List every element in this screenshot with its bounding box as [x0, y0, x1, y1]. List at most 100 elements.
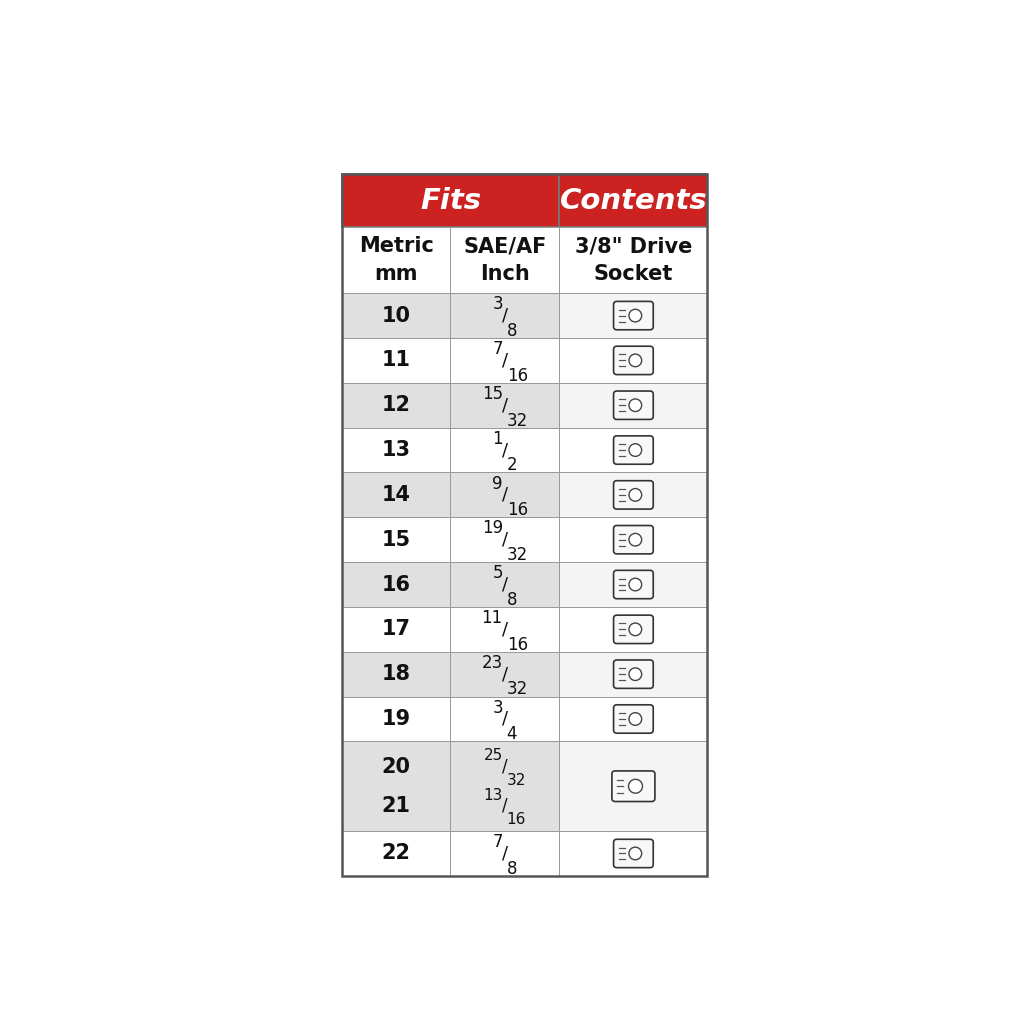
Bar — [450, 607, 559, 651]
Text: /: / — [502, 797, 508, 815]
Text: 8: 8 — [507, 860, 517, 878]
Text: 17: 17 — [382, 620, 411, 639]
Text: 7: 7 — [493, 340, 503, 358]
FancyBboxPatch shape — [613, 615, 653, 643]
Bar — [559, 338, 708, 383]
Text: 3/8" Drive
Socket: 3/8" Drive Socket — [574, 237, 692, 284]
Text: 23: 23 — [481, 654, 503, 672]
Text: 16: 16 — [507, 501, 527, 519]
Bar — [450, 383, 559, 428]
Text: 5: 5 — [493, 564, 503, 583]
Text: 11: 11 — [481, 609, 503, 627]
Bar — [559, 517, 708, 562]
Text: /: / — [502, 666, 508, 683]
Bar — [342, 696, 450, 741]
Bar — [450, 741, 559, 831]
Text: 13: 13 — [483, 787, 503, 803]
Bar — [342, 651, 450, 696]
Text: 4: 4 — [507, 725, 517, 743]
Text: 22: 22 — [382, 844, 411, 863]
Text: 18: 18 — [382, 665, 411, 684]
Circle shape — [629, 399, 642, 412]
Bar — [450, 338, 559, 383]
Text: 21: 21 — [382, 796, 411, 816]
Text: 3: 3 — [493, 698, 503, 717]
Text: 15: 15 — [481, 385, 503, 402]
Circle shape — [629, 579, 642, 591]
Bar — [450, 293, 559, 338]
FancyBboxPatch shape — [613, 346, 653, 375]
Bar — [559, 696, 708, 741]
Text: /: / — [502, 306, 508, 325]
Text: 8: 8 — [507, 591, 517, 609]
Bar — [342, 293, 450, 338]
Text: /: / — [502, 575, 508, 594]
Text: 16: 16 — [382, 574, 411, 595]
Text: 16: 16 — [507, 812, 526, 827]
Text: /: / — [502, 758, 508, 775]
FancyBboxPatch shape — [613, 570, 653, 599]
Text: 10: 10 — [382, 305, 411, 326]
FancyBboxPatch shape — [613, 660, 653, 688]
Bar — [342, 517, 450, 562]
Text: 15: 15 — [382, 529, 411, 550]
Text: 2: 2 — [507, 457, 517, 474]
Bar — [450, 831, 559, 876]
Bar — [450, 517, 559, 562]
FancyBboxPatch shape — [612, 771, 655, 802]
Text: 16: 16 — [507, 636, 527, 653]
Bar — [342, 428, 450, 472]
Bar — [559, 607, 708, 651]
FancyBboxPatch shape — [613, 301, 653, 330]
Bar — [450, 472, 559, 517]
Text: /: / — [502, 845, 508, 862]
Bar — [559, 562, 708, 607]
Text: 19: 19 — [481, 519, 503, 538]
Bar — [342, 562, 450, 607]
Bar — [342, 174, 559, 227]
Text: Fits: Fits — [420, 186, 481, 215]
Text: /: / — [502, 441, 508, 459]
Bar — [559, 227, 708, 293]
Text: 19: 19 — [382, 709, 411, 729]
Text: 7: 7 — [493, 834, 503, 851]
Circle shape — [629, 779, 642, 794]
Bar — [342, 338, 450, 383]
Text: 13: 13 — [382, 440, 411, 460]
Text: /: / — [502, 396, 508, 415]
FancyBboxPatch shape — [613, 480, 653, 509]
Bar — [450, 562, 559, 607]
Bar — [342, 607, 450, 651]
Text: 25: 25 — [483, 749, 503, 763]
Text: 14: 14 — [382, 485, 411, 505]
Text: 9: 9 — [493, 474, 503, 493]
Bar — [559, 383, 708, 428]
Circle shape — [629, 309, 642, 322]
FancyBboxPatch shape — [613, 436, 653, 464]
Bar — [342, 174, 708, 876]
Circle shape — [629, 713, 642, 725]
Text: 32: 32 — [507, 546, 528, 564]
Bar — [342, 741, 450, 831]
Bar — [559, 428, 708, 472]
Text: 32: 32 — [507, 773, 526, 787]
Text: 16: 16 — [507, 367, 527, 385]
Circle shape — [629, 534, 642, 546]
Text: Contents: Contents — [559, 186, 708, 215]
Bar — [559, 174, 708, 227]
Bar — [342, 831, 450, 876]
Bar — [559, 472, 708, 517]
Circle shape — [629, 668, 642, 681]
Bar — [559, 651, 708, 696]
Text: 11: 11 — [382, 350, 411, 371]
Text: 32: 32 — [507, 412, 528, 429]
Circle shape — [629, 623, 642, 636]
Text: /: / — [502, 530, 508, 549]
FancyBboxPatch shape — [613, 840, 653, 867]
Bar — [450, 696, 559, 741]
Circle shape — [629, 847, 642, 860]
Bar — [450, 651, 559, 696]
Text: /: / — [502, 351, 508, 370]
Bar — [450, 227, 559, 293]
Text: Metric
mm: Metric mm — [358, 237, 433, 284]
